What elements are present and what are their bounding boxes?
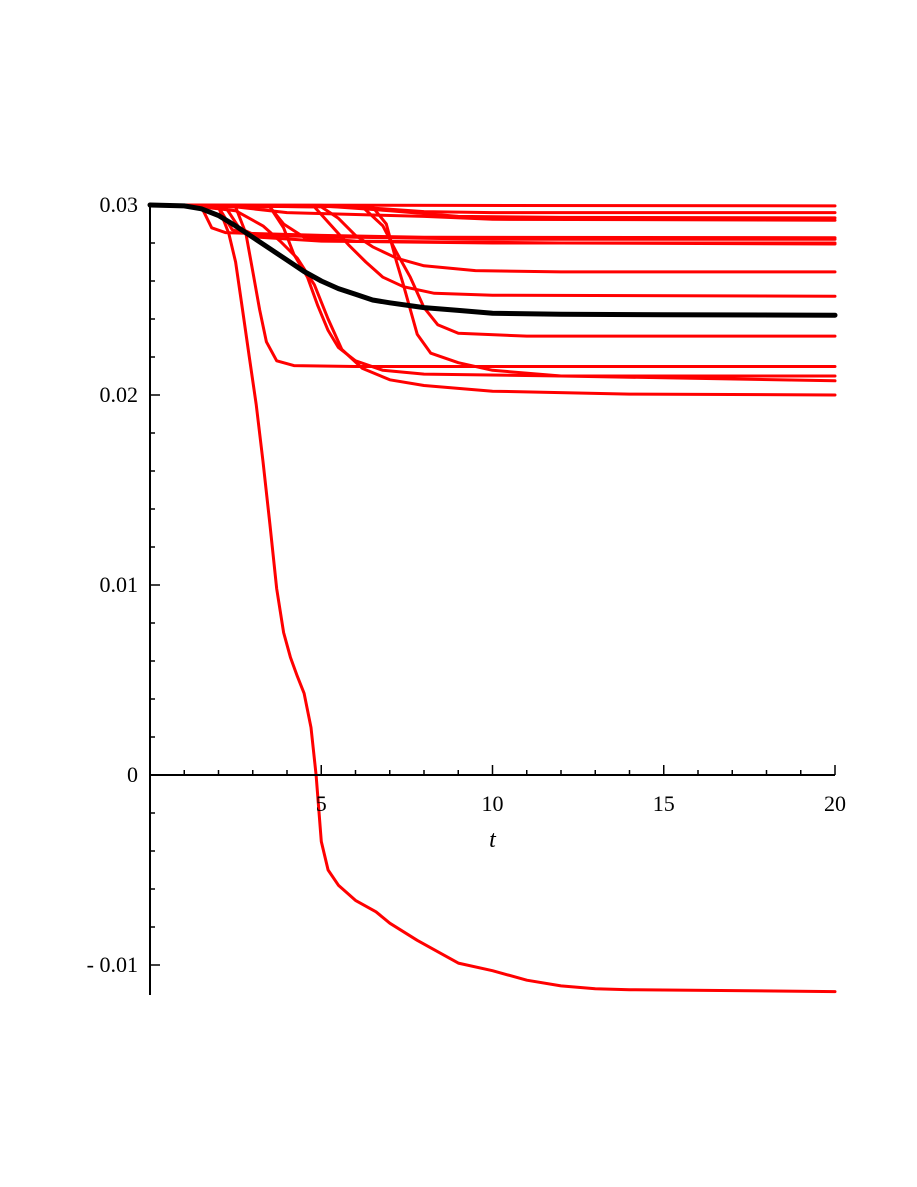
y-tick-label: 0.01 bbox=[100, 572, 139, 597]
sample-path-line-12 bbox=[148, 203, 837, 368]
y-tick-label: - 0.01 bbox=[87, 952, 138, 977]
ticks: 5 10 15 20 0.03 0.02 0.01 0 - 0.01 bbox=[87, 192, 846, 977]
y-tick-label: 0.02 bbox=[100, 382, 139, 407]
sample-path-line-14 bbox=[148, 203, 837, 383]
sample-path-line-15 bbox=[148, 203, 837, 397]
axes: 5 10 15 20 0.03 0.02 0.01 0 - 0.01 t bbox=[87, 192, 846, 995]
sample-path-line-10 bbox=[148, 203, 837, 298]
x-tick-label: 20 bbox=[824, 791, 846, 816]
x-axis-title: t bbox=[489, 827, 497, 853]
sample-path-line-16 bbox=[148, 203, 837, 994]
sample-path-line-11 bbox=[148, 203, 837, 338]
mean-path-line bbox=[147, 202, 838, 318]
x-tick-label: 10 bbox=[482, 791, 504, 816]
sample-path-line-9 bbox=[148, 203, 837, 274]
series-layer bbox=[147, 202, 838, 994]
y-tick-label: 0 bbox=[127, 762, 138, 787]
sample-path-line-13 bbox=[148, 203, 837, 378]
x-tick-label: 15 bbox=[653, 791, 675, 816]
x-tick-label: 5 bbox=[316, 791, 327, 816]
y-tick-label: 0.03 bbox=[100, 192, 139, 217]
